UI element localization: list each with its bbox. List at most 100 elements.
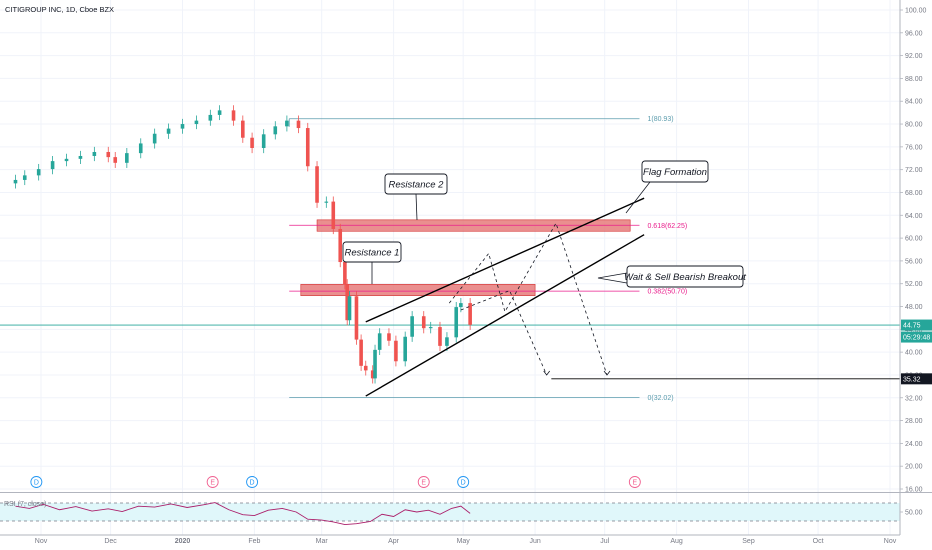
fib-level-label: 0(32.02) bbox=[647, 395, 673, 402]
event-marker-circle bbox=[206, 476, 219, 488]
y-tick-label: 76.00 bbox=[905, 144, 923, 151]
x-tick-label: Oct bbox=[813, 538, 824, 545]
rsi-legend: RSI (7, close) bbox=[4, 501, 46, 508]
y-tick-label: 88.00 bbox=[905, 76, 923, 83]
event-marker-circle bbox=[457, 476, 470, 488]
x-tick-label: Mar bbox=[316, 538, 329, 545]
callout-text: Resistance 2 bbox=[389, 180, 445, 191]
candle-body bbox=[377, 333, 382, 350]
rsi-line bbox=[15, 502, 471, 526]
candle-body bbox=[338, 228, 343, 263]
current-price-tag: 44.75 bbox=[903, 323, 921, 330]
x-tick-label: Sep bbox=[742, 538, 755, 545]
candle-body bbox=[359, 339, 363, 366]
y-tick-label: 48.00 bbox=[905, 304, 923, 311]
candle-body bbox=[13, 179, 18, 184]
event-marker: D bbox=[457, 476, 470, 488]
candle-body bbox=[152, 133, 157, 144]
candle-body bbox=[285, 120, 289, 127]
callout-pointer bbox=[597, 272, 628, 284]
candle-body bbox=[305, 128, 310, 167]
chart-title: CITIGROUP INC, 1D, Cboe BZX bbox=[5, 5, 114, 14]
candle-body bbox=[296, 120, 301, 129]
x-tick-label: Jul bbox=[600, 538, 609, 545]
x-tick-label: Feb bbox=[248, 538, 260, 545]
candle-body bbox=[273, 126, 278, 135]
event-marker-letter: E bbox=[210, 480, 215, 487]
y-tick-label: 100.00 bbox=[905, 8, 927, 15]
fib-level-label: 0.382(50.70) bbox=[647, 289, 687, 296]
candle-body bbox=[138, 143, 143, 154]
callout-box bbox=[384, 173, 448, 195]
y-tick-label: 64.00 bbox=[905, 213, 923, 220]
candle-body bbox=[428, 327, 433, 329]
candle-body bbox=[343, 262, 347, 285]
y-tick-label: 40.00 bbox=[905, 350, 923, 357]
candle-body bbox=[373, 349, 377, 379]
candle-body bbox=[363, 365, 368, 371]
event-marker: E bbox=[628, 476, 641, 488]
candle-body bbox=[36, 169, 41, 176]
y-tick-label: 96.00 bbox=[905, 30, 923, 37]
y-tick-label: 84.00 bbox=[905, 99, 923, 106]
candle-body bbox=[468, 303, 472, 325]
x-tick-label: Apr bbox=[388, 538, 400, 545]
event-marker-letter: E bbox=[633, 480, 638, 487]
candle-body bbox=[354, 296, 359, 340]
callout-pointer bbox=[415, 193, 418, 221]
callout-box bbox=[342, 241, 402, 263]
candle-body bbox=[106, 151, 111, 158]
candle-body bbox=[50, 161, 55, 170]
event-marker-circle bbox=[628, 476, 641, 488]
candle-body bbox=[370, 370, 375, 379]
projection-arrowhead bbox=[603, 370, 611, 376]
callout-box bbox=[626, 265, 744, 288]
y-tick-label: 72.00 bbox=[905, 167, 923, 174]
candle-body bbox=[22, 175, 27, 180]
callout-resistance-1: Resistance 1 bbox=[342, 241, 402, 284]
y-tick-label: 92.00 bbox=[905, 53, 923, 60]
callout-flag-formation: Flag Formation bbox=[625, 160, 709, 214]
candle-body bbox=[231, 110, 236, 121]
candle-body bbox=[166, 128, 171, 134]
channel-lower-line bbox=[365, 234, 645, 397]
candle-body bbox=[324, 201, 329, 203]
x-tick-label: Dec bbox=[104, 538, 117, 545]
event-marker-letter: D bbox=[461, 480, 466, 487]
candle-body bbox=[445, 337, 449, 346]
candle-body bbox=[217, 110, 222, 115]
candle-body bbox=[345, 284, 349, 321]
x-tick-label: 2020 bbox=[175, 538, 191, 545]
channel-upper-line bbox=[365, 197, 645, 323]
rsi-pane: 50.00 RSI (7, close) bbox=[0, 501, 923, 526]
candle-body bbox=[387, 333, 391, 341]
y-tick-label: 60.00 bbox=[905, 236, 923, 243]
candle-body bbox=[421, 316, 426, 329]
x-tick-label: Jun bbox=[529, 538, 540, 545]
target-price-tag: 35.32 bbox=[903, 376, 921, 383]
candle-body bbox=[194, 120, 199, 125]
projection-path bbox=[448, 222, 608, 376]
rsi-tick-label: 50.00 bbox=[905, 510, 923, 517]
fib-level-label: 0.618(62.25) bbox=[647, 223, 687, 230]
candle-body bbox=[78, 155, 83, 159]
callout-text: Wait & Sell Bearish Breakout bbox=[624, 272, 746, 283]
event-marker-letter: D bbox=[34, 480, 39, 487]
event-marker: D bbox=[30, 476, 43, 488]
callout-text: Resistance 1 bbox=[345, 248, 400, 259]
candle-body bbox=[241, 120, 245, 138]
y-tick-label: 80.00 bbox=[905, 122, 923, 129]
y-tick-label: 68.00 bbox=[905, 190, 923, 197]
resistance-zone bbox=[300, 283, 536, 296]
candle-body bbox=[64, 158, 69, 162]
y-tick-label: 24.00 bbox=[905, 441, 923, 448]
candle-body bbox=[347, 296, 352, 321]
event-marker-circle bbox=[417, 476, 430, 488]
fib-level-label: 1(80.93) bbox=[647, 116, 673, 123]
target-price-tag-bg bbox=[901, 373, 932, 385]
x-tick-label: May bbox=[457, 538, 471, 545]
candle-body bbox=[454, 307, 459, 338]
